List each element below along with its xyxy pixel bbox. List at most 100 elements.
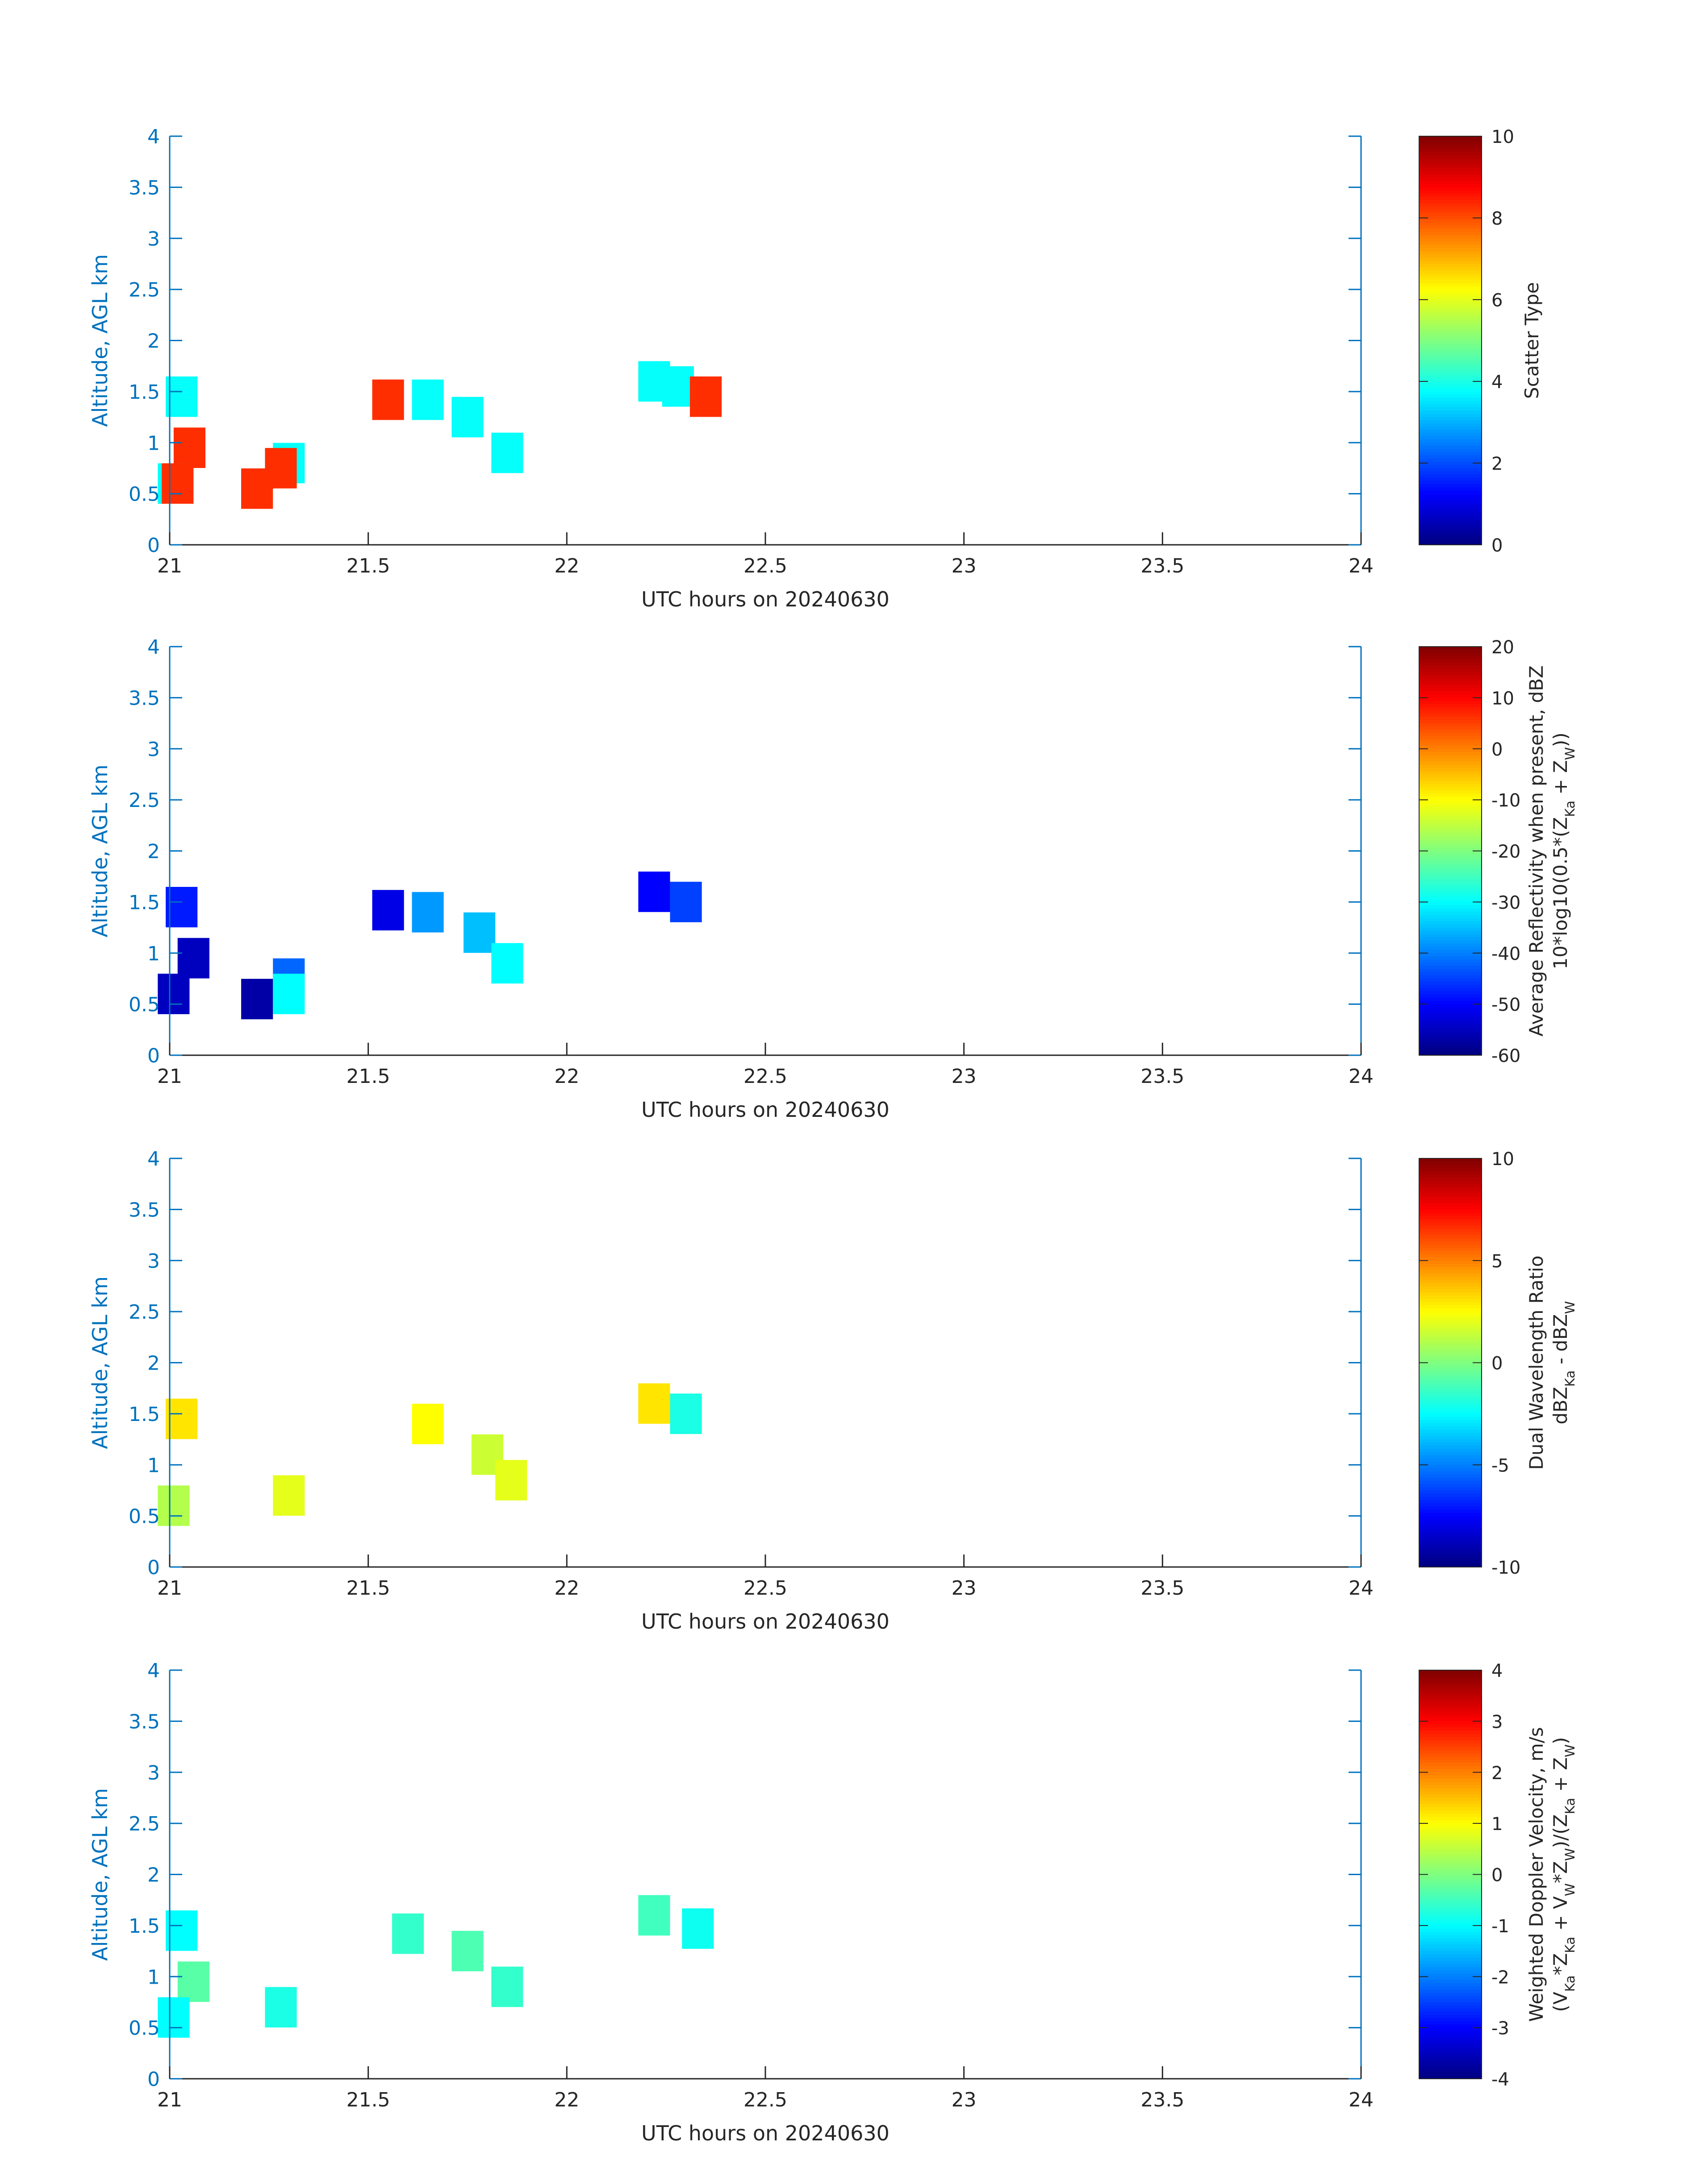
colorbar-segment [1419, 815, 1482, 819]
data-cell-8 [412, 892, 444, 933]
colorbar-segment [1419, 458, 1482, 462]
colorbar-segment [1419, 1289, 1482, 1293]
colorbar-segment [1419, 1970, 1482, 1974]
data-cell-7 [372, 890, 404, 931]
colorbar-segment [1419, 1900, 1482, 1904]
colorbar-segment [1419, 1820, 1482, 1824]
colorbar-segment [1419, 1529, 1482, 1532]
colorbar-segment [1419, 1340, 1482, 1344]
colorbar-segment [1419, 806, 1482, 810]
colorbar-segment [1419, 1871, 1482, 1875]
colorbar-tick-label: 0 [1491, 1865, 1503, 1886]
colorbar-label-subscript: W [1562, 1301, 1578, 1314]
colorbar-segment [1419, 401, 1482, 405]
colorbar-segment [1419, 1366, 1482, 1370]
colorbar-label-subscript: Ka [1562, 801, 1578, 817]
colorbar-segment [1419, 1689, 1482, 1693]
colorbar-segment [1419, 1417, 1482, 1421]
colorbar-segment [1419, 886, 1482, 890]
colorbar-segment [1419, 1462, 1482, 1465]
colorbar-segment [1419, 1036, 1482, 1040]
colorbar-segment [1419, 1804, 1482, 1808]
colorbar-segment [1419, 312, 1482, 315]
x-tick-label: 21.5 [347, 1065, 390, 1088]
colorbar-segment [1419, 263, 1482, 267]
colorbar-segment [1419, 535, 1482, 539]
colorbar-segment [1419, 1522, 1482, 1526]
colorbar-segment [1419, 758, 1482, 762]
x-tick-label: 21 [157, 1065, 182, 1088]
colorbar-segment [1419, 1782, 1482, 1785]
colorbar-segment [1419, 439, 1482, 443]
data-cell-4 [412, 1404, 444, 1445]
colorbar-segment [1419, 650, 1482, 653]
colorbar-segment [1419, 1893, 1482, 1897]
colorbar-segment [1419, 902, 1482, 906]
colorbar-segment [1419, 503, 1482, 507]
colorbar-segment [1419, 260, 1482, 264]
colorbar-segment [1419, 1967, 1482, 1971]
data-cell-5 [392, 1913, 424, 1954]
colorbar-segment [1419, 1235, 1482, 1239]
colorbar-segment [1419, 162, 1482, 165]
colorbar-segment [1419, 1391, 1482, 1395]
colorbar-segment [1419, 1251, 1482, 1255]
colorbar-segment [1419, 1858, 1482, 1862]
x-tick-label: 21 [157, 2089, 182, 2111]
data-cell-1 [166, 887, 198, 928]
colorbar-tick-label: 4 [1491, 1661, 1503, 1681]
colorbar-segment [1419, 1996, 1482, 1999]
colorbar-tick-label: 0 [1491, 740, 1503, 760]
colorbar-segment [1419, 1254, 1482, 1258]
data-cell-9 [682, 1908, 714, 1949]
x-tick-label: 23 [952, 555, 977, 577]
colorbar-segment [1419, 1696, 1482, 1699]
colorbar-segment [1419, 139, 1482, 143]
colorbar-segment [1419, 155, 1482, 159]
colorbar-segment [1419, 707, 1482, 711]
x-tick-label: 21.5 [347, 1577, 390, 1600]
y-tick-label: 4 [147, 125, 160, 148]
colorbar-segment [1419, 1922, 1482, 1926]
colorbar-label-subscript: Ka [1562, 1371, 1578, 1387]
colorbar-segment [1419, 777, 1482, 781]
colorbar-segment [1419, 1763, 1482, 1767]
colorbar-segment [1419, 1715, 1482, 1718]
colorbar-segment [1419, 426, 1482, 430]
colorbar-segment [1419, 366, 1482, 370]
y-tick-label: 1 [147, 1454, 160, 1477]
colorbar-segment [1419, 1039, 1482, 1043]
colorbar-segment [1419, 1801, 1482, 1805]
colorbar-segment [1419, 1673, 1482, 1677]
colorbar-segment [1419, 1727, 1482, 1731]
colorbar-label-subscript: Ka [1562, 1937, 1578, 1953]
colorbar-segment [1419, 647, 1482, 650]
y-tick-label: 0.5 [129, 483, 160, 506]
colorbar-segment [1419, 353, 1482, 357]
colorbar-segment [1419, 739, 1482, 743]
colorbar-segment [1419, 529, 1482, 533]
y-tick-label: 2.5 [129, 1813, 160, 1835]
colorbar-segment [1419, 1839, 1482, 1843]
colorbar-segment [1419, 1833, 1482, 1837]
colorbar-segment [1419, 168, 1482, 172]
y-tick-label: 4 [147, 1148, 160, 1170]
colorbar-segment [1419, 1880, 1482, 1885]
colorbar-segment [1419, 2002, 1482, 2006]
data-cell-12 [670, 882, 702, 923]
colorbar-segment [1419, 171, 1482, 175]
y-tick-label: 0 [147, 1556, 160, 1579]
data-cell-8 [638, 1895, 670, 1936]
colorbar-segment [1419, 404, 1482, 408]
colorbar-segment [1419, 1382, 1482, 1386]
colorbar-segment [1419, 943, 1482, 947]
colorbar-segment [1419, 1007, 1482, 1011]
colorbar-segment [1419, 1455, 1482, 1459]
colorbar-segment [1419, 1245, 1482, 1248]
colorbar-segment [1419, 1541, 1482, 1545]
y-axis-label: Altitude, AGL km [88, 765, 112, 937]
colorbar-segment [1419, 1538, 1482, 1542]
colorbar-segment [1419, 1404, 1482, 1408]
x-tick-label: 23.5 [1140, 2089, 1184, 2111]
